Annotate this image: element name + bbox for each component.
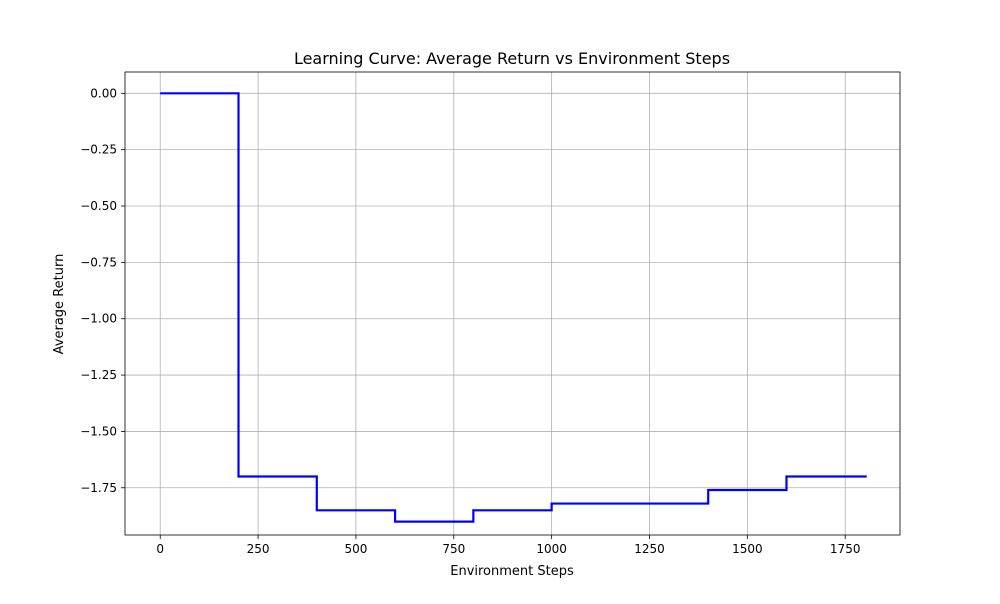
- x-tick-label: 1750: [830, 542, 861, 556]
- y-tick-label: −1.25: [80, 368, 117, 382]
- grid-layer: [125, 72, 900, 535]
- y-tick-label: −1.75: [80, 481, 117, 495]
- y-tick-label: −0.75: [80, 255, 117, 269]
- x-axis-label: Environment Steps: [450, 564, 574, 579]
- y-axis-label: Average Return: [52, 254, 67, 355]
- chart-title: Learning Curve: Average Return vs Enviro…: [294, 49, 730, 68]
- x-tick-label: 250: [247, 542, 270, 556]
- ticks-layer: 0 250 500 750 1000 1250 1500 1750 0.00 −0.25 −0.50…: [80, 86, 860, 556]
- x-tick-label: 1250: [634, 542, 665, 556]
- plot-frame: [124, 71, 901, 536]
- y-tick-label: 0.00: [90, 86, 117, 100]
- x-tick-label: 750: [442, 542, 465, 556]
- x-tick-label: 0: [156, 542, 164, 556]
- y-tick-label: −1.00: [80, 312, 117, 326]
- y-tick-label: −1.50: [80, 424, 117, 438]
- x-tick-label: 1000: [536, 542, 567, 556]
- y-tick-label: −0.50: [80, 199, 117, 213]
- y-tick-label: −0.25: [80, 143, 117, 157]
- series-layer: [160, 92, 867, 523]
- x-tick-label: 1500: [732, 542, 763, 556]
- series-line: [160, 92, 867, 523]
- x-tick-label: 500: [344, 542, 367, 556]
- axes-layer: [124, 71, 901, 536]
